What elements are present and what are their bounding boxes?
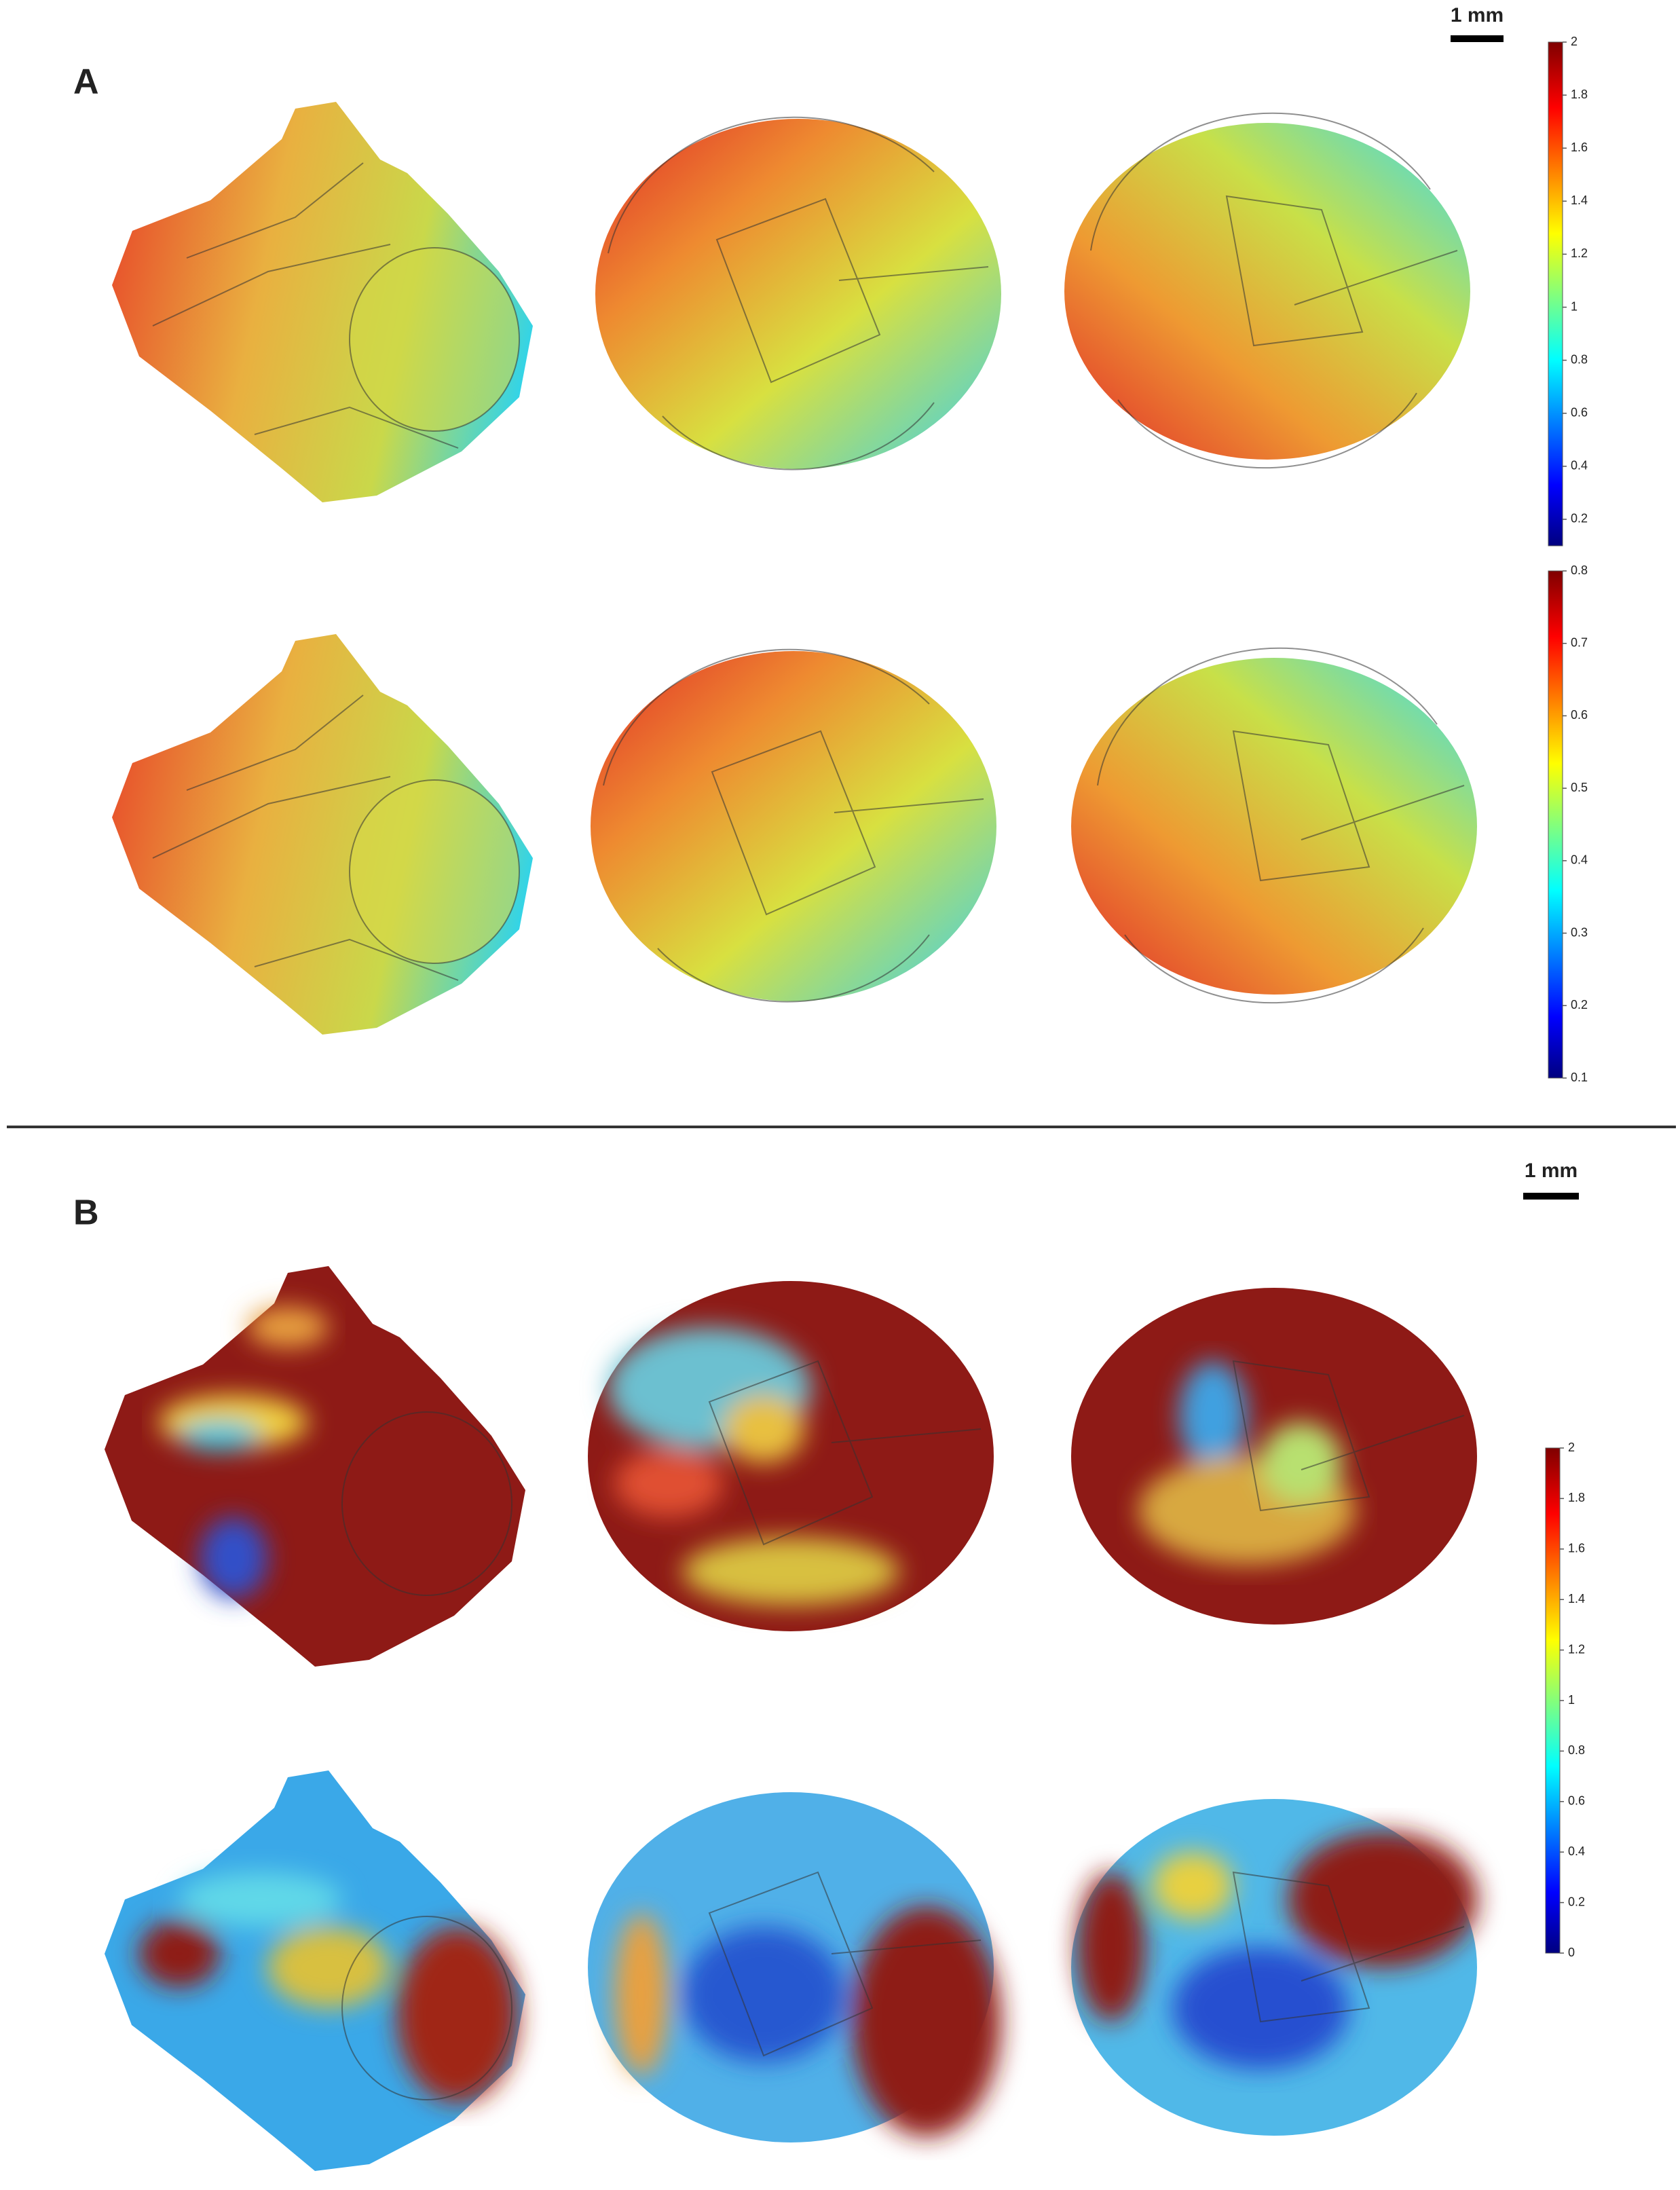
colorbar-tick-label: 0.2 [1571,998,1588,1012]
colorbar-tick-label: 1.8 [1571,88,1588,101]
colorbar-tick-label: 1.6 [1568,1542,1585,1555]
scale-bar [1523,1193,1579,1200]
colorbar-tick-label: 1.2 [1568,1642,1585,1656]
shell [588,1792,1001,2142]
colorbar-tick-label: 2 [1571,35,1578,48]
colorbar [1545,1447,1561,1954]
shell [1064,112,1470,469]
colorbar-tick-label: 0.1 [1571,1071,1588,1084]
colorbar-tick-label: 1 [1568,1693,1575,1707]
colorbar-tick-label: 0.6 [1571,708,1588,722]
colorbar-tick-label: 0.7 [1571,635,1588,649]
scale-bar-label: 1 mm [1451,4,1504,26]
colorbar [1548,570,1563,1079]
scale-bar [1451,35,1504,42]
colorbar-tick-label: 0.6 [1571,405,1588,419]
shell [1071,647,1477,1004]
colorbar-tick-label: 0.8 [1568,1743,1585,1757]
colorbar-tick-label: 1.4 [1571,193,1588,207]
shell [105,1770,525,2171]
scale-bar-label: 1 mm [1525,1159,1578,1182]
shell [1071,1288,1477,1625]
colorbar-tick-label: 1.8 [1568,1491,1585,1504]
shell [591,648,996,1003]
colorbar-tick-label: 0.2 [1571,512,1588,525]
colorbar-tick-label: 0 [1568,1946,1575,1959]
panel-label: B [73,1193,99,1233]
colorbar-tick-label: 1 [1571,299,1578,313]
colorbars: 0.2 0.4 0.6 0.8 1 1.2 1.4 1.6 1.8 2 0.1 0.2 0.3 0.4 0.… [1545,35,1588,1959]
shell-views-b [105,1266,1478,2171]
colorbar-tick-label: 0.5 [1571,781,1588,794]
colorbar-tick-label: 1.4 [1568,1592,1585,1606]
colorbar-tick-label: 2 [1568,1441,1575,1454]
colorbar-tick-label: 0.4 [1568,1844,1585,1858]
colorbar-tick-label: 0.8 [1571,352,1588,366]
shell [588,1281,994,1631]
shell-views-a [112,102,1477,1035]
colorbar-tick-label: 0.4 [1571,459,1588,472]
panel-label: A [73,62,99,102]
colorbar-tick-label: 0.8 [1571,563,1588,577]
colorbar-tick-label: 0.6 [1568,1794,1585,1808]
colorbar-tick-label: 1.6 [1571,141,1588,154]
shell [595,116,1001,470]
colorbar-tick-label: 0.2 [1568,1895,1585,1908]
shell [105,1266,525,1667]
shell [112,634,533,1035]
colorbar [1548,41,1563,546]
colorbar-tick-label: 0.3 [1571,925,1588,939]
shell [1071,1799,1478,2136]
shell [112,102,533,502]
colorbar-tick-label: 1.2 [1571,246,1588,260]
colorbar-tick-label: 0.4 [1571,853,1588,867]
